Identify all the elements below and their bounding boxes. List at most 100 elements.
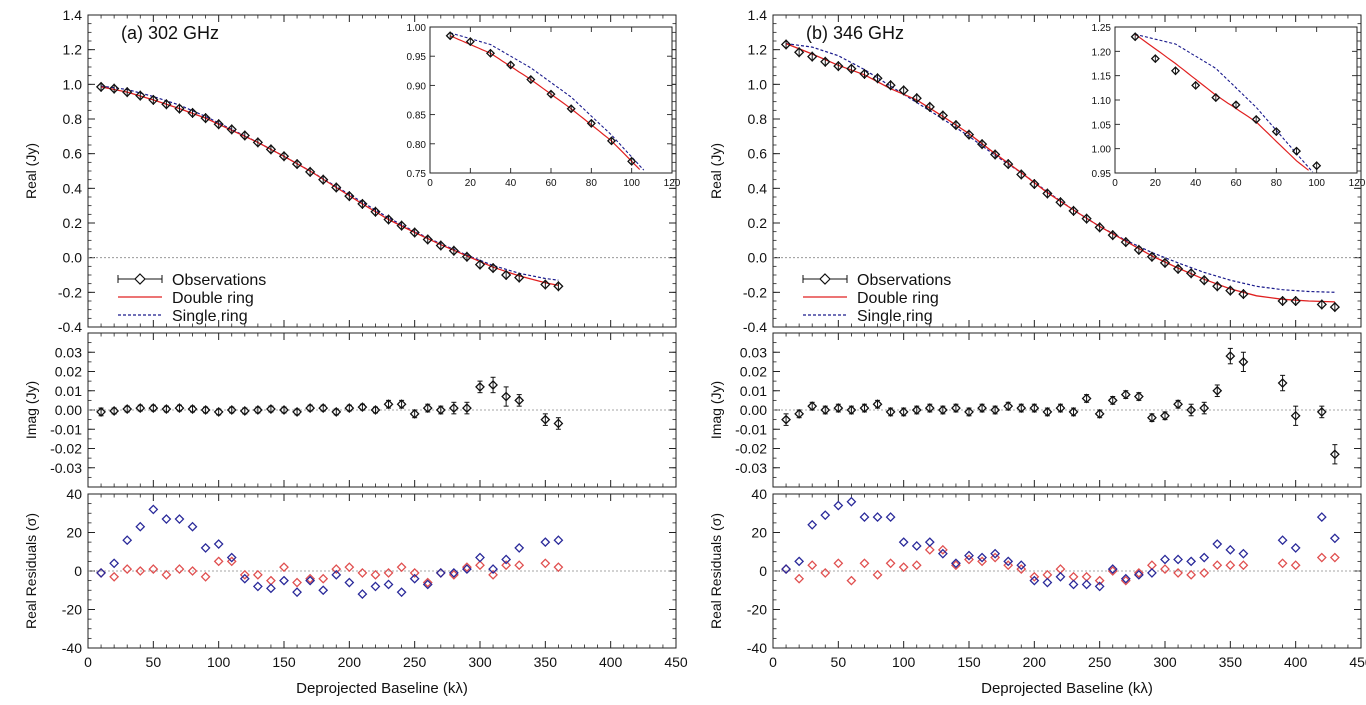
observation-point [1212, 281, 1223, 292]
imag-point [514, 395, 525, 406]
inset-double-ring-line [449, 35, 641, 170]
y-tick-label: 40 [751, 486, 767, 502]
residual-single-ring-point [990, 548, 1001, 559]
observation-point [1094, 222, 1105, 233]
residual-single-ring-point [1225, 544, 1236, 555]
residual-double-ring-point [553, 562, 564, 573]
residual-single-ring-point [1068, 579, 1079, 590]
imag-point [357, 402, 368, 413]
imag-point [331, 407, 342, 417]
residual-double-ring-point [1029, 571, 1040, 582]
imag-point [422, 403, 433, 413]
residual-single-ring-point [1094, 581, 1105, 592]
observation-point [1016, 169, 1027, 180]
inset-y-tick-label: 0.85 [407, 111, 427, 122]
residual-double-ring-point [885, 558, 896, 569]
imag-point [1290, 410, 1301, 421]
inset-observation-point [445, 31, 455, 41]
real-subplot: -0.4 -0.2 0.0 0.2 0.4 0.6 0.8 1.0 1.2 1.4 Real (Jy… [23, 7, 681, 335]
residual-double-ring-point [1316, 552, 1327, 563]
imag-point [318, 403, 329, 413]
residual-single-ring-point [135, 521, 146, 532]
residual-single-ring-point [1238, 548, 1249, 559]
imag-point [435, 405, 446, 415]
observation-point [409, 227, 420, 238]
residual-double-ring-point [252, 569, 263, 580]
observation-point [820, 56, 831, 67]
inset-observation-point [1170, 66, 1181, 76]
residual-single-ring-point [846, 496, 857, 507]
residual-double-ring-point [911, 560, 922, 571]
y-tick-label: -40 [62, 640, 82, 656]
residual-double-ring-point [964, 554, 974, 565]
x-tick-label: 250 [403, 654, 427, 670]
imag-point [1133, 391, 1144, 402]
imag-point [174, 403, 185, 413]
y-tick-label: 0.0 [748, 250, 768, 266]
residual-single-ring-point [1212, 539, 1223, 549]
residual-single-ring-point [1160, 554, 1170, 565]
residual-single-ring-point [1081, 579, 1092, 590]
observation-point [1199, 275, 1210, 286]
residual-double-ring-point [383, 568, 394, 578]
observation-point [963, 129, 975, 140]
y-tick-label: 1.2 [748, 42, 768, 58]
residual-double-ring-point [924, 544, 935, 555]
x-tick-label: 350 [1219, 654, 1243, 670]
inset-observation-point [485, 48, 496, 58]
observation-point [501, 269, 512, 281]
residual-single-ring-point [383, 579, 394, 590]
residual-double-ring-point [1329, 552, 1340, 563]
y-axis-title: Real Residuals (σ) [708, 513, 724, 629]
observation-point [1029, 178, 1040, 190]
y-tick-label: -0.4 [58, 319, 82, 335]
residual-single-ring-point [396, 587, 407, 598]
imag-point [109, 406, 120, 416]
residual-double-ring-point [213, 556, 224, 567]
observation-point [846, 63, 857, 74]
residual-single-ring-point [279, 575, 289, 586]
observation-point [109, 83, 120, 94]
inset-x-tick-label: 0 [427, 178, 433, 189]
observation-point [553, 281, 564, 292]
inset-observation-point [1130, 32, 1140, 42]
residual-double-ring-point [462, 562, 472, 573]
imag-point [781, 414, 791, 425]
residual-double-ring-point [872, 569, 883, 580]
observation-point [1225, 285, 1236, 296]
residual-single-ring-point [1016, 560, 1027, 571]
x-tick-label: 350 [534, 654, 558, 670]
residual-double-ring-point [1016, 564, 1027, 574]
y-tick-label: 1.0 [748, 76, 768, 92]
imag-point [1173, 399, 1183, 410]
residual-double-ring-point [1199, 568, 1210, 578]
inset-single-ring-line [1135, 33, 1314, 173]
observation-point [1120, 236, 1131, 248]
imag-point [148, 403, 159, 413]
observation-point [331, 182, 342, 193]
observation-point [1081, 213, 1092, 224]
observation-point [448, 245, 459, 256]
residual-single-ring-point [514, 542, 525, 553]
imag-point [135, 403, 146, 413]
y-tick-label: -0.4 [743, 319, 767, 335]
legend-label: Double ring [172, 290, 254, 307]
residual-single-ring-point [1055, 571, 1066, 582]
residual-double-ring-point [135, 566, 146, 576]
imag-point [1042, 407, 1053, 417]
residual-double-ring-point [122, 564, 133, 574]
imag-point [370, 405, 381, 415]
residual-single-ring-point [213, 539, 224, 549]
observation-point [265, 144, 277, 155]
inset-x-tick-label: 100 [1308, 178, 1325, 189]
residual-single-ring-point [488, 564, 498, 574]
inset-observation-point [1231, 100, 1241, 110]
residual-double-ring-point [1225, 560, 1236, 571]
residual-double-ring-point [977, 556, 987, 567]
residual-double-ring-point [292, 577, 302, 588]
y-tick-label: 0.02 [55, 364, 82, 380]
residual-double-ring-point [200, 571, 211, 582]
